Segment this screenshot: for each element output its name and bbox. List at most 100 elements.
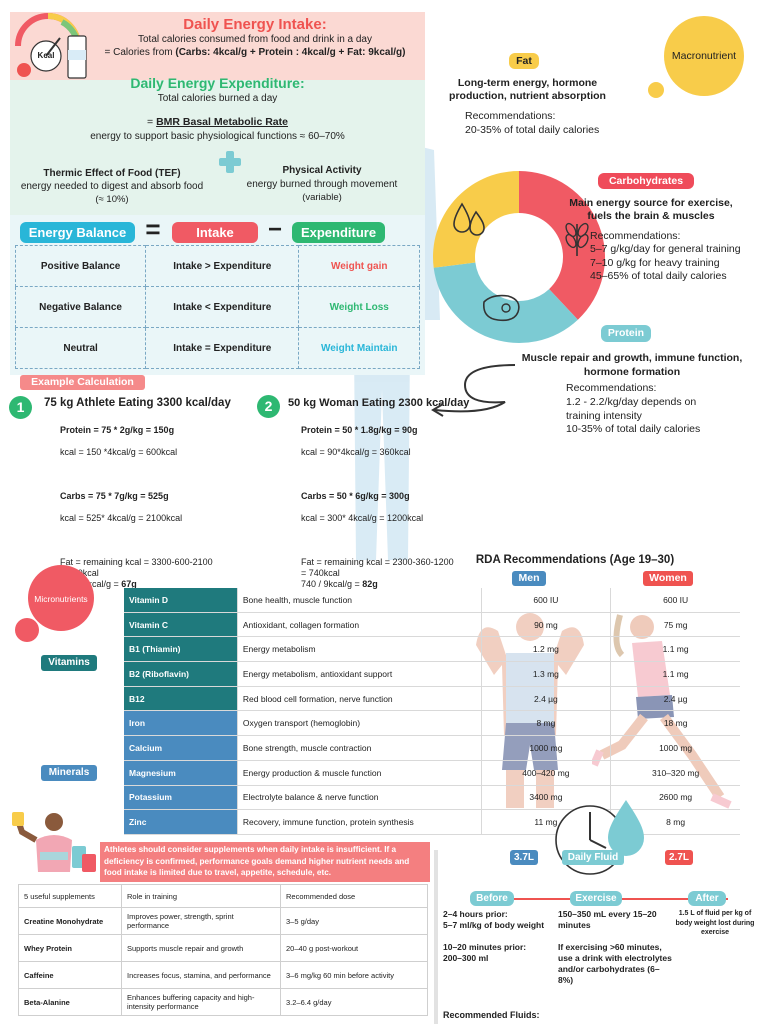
nutrient-function: Recovery, immune function, protein synth…	[236, 809, 482, 835]
men-rda: 1000 mg	[481, 735, 612, 761]
daily-fluid-label: Daily Fluid	[562, 850, 624, 865]
exercise-step-1: 150–350 mL every 15–20 minutes	[558, 909, 657, 930]
micronutrient-bubble-label: Micronutrients	[34, 594, 88, 604]
table-row: Vitamin D Bone health, muscle function 600…	[124, 588, 740, 613]
table-row: Iron Oxygen transport (hemoglobin) 8 mg 18 …	[124, 710, 740, 737]
micronutrient-bubble-icon	[15, 565, 94, 642]
expenditure-panel	[10, 80, 425, 215]
supplement-note: Athletes should consider supplements whe…	[100, 842, 430, 882]
steak-icon	[482, 294, 520, 322]
ex1-carbs-a: Carbs = 75 * 7g/kg =	[60, 491, 149, 501]
tef-label: Thermic Effect of Food (TEF)	[43, 168, 181, 179]
bmr-label: BMR Basal Metabolic Rate	[156, 116, 288, 128]
ex1-protein-c: kcal = 150 *4kcal/g = 600kcal	[60, 447, 178, 457]
men-fluid-amount: 3.7L	[510, 850, 538, 865]
balance-rule: Intake < Expenditure	[145, 286, 300, 328]
tef-desc: energy needed to digest and absorb food	[20, 181, 204, 192]
supplement-role: Enhances buffering capacity and high-int…	[121, 988, 281, 1016]
supplement-role: Supports muscle repair and growth	[121, 934, 281, 962]
nutrient-function: Energy production & muscle function	[236, 760, 482, 786]
nutrient-function: Energy metabolism	[236, 636, 482, 663]
carbs-desc: Main energy source for exercise, fuels t…	[569, 197, 733, 222]
micronutrient-table: Vitamin D Bone health, muscle function 600…	[124, 588, 740, 835]
table-row: Whey Protein Supports muscle repair and g…	[18, 934, 428, 962]
exercise-label: Exercise	[570, 891, 622, 906]
nutrient-name: Potassium	[124, 785, 238, 811]
ex1-protein-b: 150g	[153, 425, 175, 435]
intake-formula: = Calories from (Carbs: 4kcal/g + Protei…	[70, 47, 440, 58]
table-row: Negative Balance Intake < Expenditure We…	[14, 286, 420, 328]
activity-note: (variable)	[302, 192, 342, 203]
women-rda: 1000 mg	[610, 735, 740, 761]
carbs-label: Carbohydrates	[598, 173, 694, 189]
athlete-with-supplements-icon	[12, 812, 96, 872]
women-fluid-amount: 2.7L	[665, 850, 693, 865]
carbs-rec: 5–7 g/kg/day for general training 7–10 g…	[590, 243, 741, 282]
ex2-carbs-c: kcal = 300* 4kcal/g = 1200kcal	[301, 513, 424, 523]
fat-rec: 20-35% of total daily calories	[465, 124, 600, 136]
tef-percent: (≈ 10%)	[95, 194, 129, 205]
intake-formula-bold: (Carbs: 4kcal/g + Protein : 4kcal/g + Fa…	[175, 47, 406, 58]
curved-arrow-icon	[431, 364, 516, 417]
supplements-table: 5 useful supplements Role in training Re…	[18, 884, 428, 1016]
macronutrient-donut-chart	[433, 171, 605, 343]
nutrient-name: Magnesium	[124, 760, 238, 786]
ex1-carbs-c: kcal = 525* 4kcal/g = 2100kcal	[60, 513, 183, 523]
balance-name: Positive Balance	[14, 245, 147, 287]
men-rda: 1.3 mg	[481, 661, 612, 687]
nutrient-name: Iron	[124, 710, 238, 737]
women-rda: 1.1 mg	[610, 661, 740, 687]
balance-rule: Intake = Expenditure	[145, 327, 300, 369]
women-rda: 18 mg	[610, 710, 740, 737]
nutrient-name: B1 (Thiamin)	[124, 636, 238, 663]
ex2-protein-b: 90g	[402, 425, 418, 435]
intake-title: Daily Energy Intake:	[183, 16, 327, 33]
nutrient-function: Antioxidant, collagen formation	[236, 612, 482, 638]
table-row: Vitamin C Antioxidant, collagen formation…	[124, 612, 740, 638]
nutrient-function: Red blood cell formation, nerve function	[236, 686, 482, 712]
fat-label: Fat	[509, 53, 539, 69]
macronutrient-bubble-icon	[648, 16, 744, 98]
vitamins-label: Vitamins	[41, 655, 97, 671]
before-step-1-amount: 5–7 ml/kg of body weight	[443, 920, 545, 930]
balance-result: Weight gain	[298, 245, 420, 287]
balance-result: Weight Maintain	[298, 327, 420, 369]
ex1-fat-b: 67g	[121, 579, 137, 589]
balance-name: Negative Balance	[14, 286, 147, 328]
nutrient-name: B12	[124, 686, 238, 712]
nutrient-function: Bone health, muscle function	[236, 588, 482, 613]
protein-rec-title: Recommendations:	[566, 382, 657, 394]
table-row: Creatine Monohydrate Improves power, stre…	[18, 907, 428, 935]
supplement-name: Caffeine	[18, 961, 122, 989]
supplement-dose: 3–6 mg/kg 60 min before activity	[280, 961, 428, 989]
ex2-protein-c: kcal = 90*4kcal/g = 360kcal	[301, 447, 411, 457]
supplement-name: Creatine Monohydrate	[18, 907, 122, 935]
nutrient-name: Vitamin C	[124, 612, 238, 638]
table-row: Potassium Electrolyte balance & nerve fun…	[124, 785, 740, 811]
col-header-supplement: 5 useful supplements	[18, 884, 122, 908]
example-1-number: 1	[9, 396, 32, 419]
nutrient-name: Zinc	[124, 809, 238, 835]
protein-label: Protein	[601, 325, 651, 342]
expenditure-title: Daily Energy Expenditure:	[130, 75, 305, 91]
before-step-1: 2–4 hours prior: 5–7 ml/kg of body weigh…	[443, 909, 544, 931]
kcal-badge: Kcal	[37, 51, 55, 60]
minus-sign: −	[267, 216, 282, 243]
before-step-2-time: 10–20 minutes prior:	[443, 942, 527, 952]
protein-rec: 1.2 - 2.2/kg/day depends on training int…	[566, 396, 701, 435]
nutrient-function: Bone strength, muscle contraction	[236, 735, 482, 761]
example-1-body: Protein = 75 * 2g/kg = 150g kcal = 150 *…	[60, 414, 260, 601]
men-rda: 1.2 mg	[481, 636, 612, 663]
men-rda: 600 IU	[481, 588, 612, 613]
plus-icon	[219, 151, 241, 173]
intake-desc: Total calories consumed from food and dr…	[137, 34, 372, 45]
table-row: B12 Red blood cell formation, nerve funct…	[124, 686, 740, 712]
minerals-label: Minerals	[41, 765, 97, 781]
carbs-rec-title: Recommendations:	[590, 230, 681, 242]
section-divider	[434, 850, 438, 1024]
before-step-1-time: 2–4 hours prior:	[443, 909, 508, 919]
nutrient-name: Vitamin D	[124, 588, 238, 613]
activity-desc: energy burned through movement	[246, 179, 398, 190]
example-label: Example Calculation	[20, 375, 145, 390]
supplement-dose: 20–40 g post-workout	[280, 934, 428, 962]
